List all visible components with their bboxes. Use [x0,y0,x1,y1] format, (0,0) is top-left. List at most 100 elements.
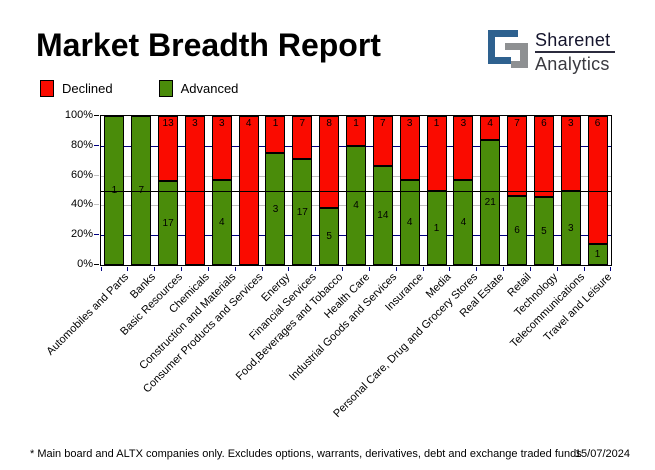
y-axis-label: 60% [70,168,93,181]
bar-value-label: 4 [406,217,413,228]
bar-value-label: 6 [594,118,601,129]
x-axis-tick [181,267,183,271]
bar-advanced-segment: 4 [399,180,420,265]
bar-declined-segment: 8 [319,116,340,208]
chart-plot-area: 171317334413717851471434113442176653361 [100,115,612,271]
bar-value-label: 1 [433,118,440,129]
x-axis-tick [127,267,129,271]
bar-advanced-segment: 14 [372,166,393,265]
bar-declined-segment: 1 [426,116,447,191]
bar-declined-segment: 7 [507,116,528,196]
x-axis-tick [154,267,156,271]
bar-declined-segment: 6 [587,116,608,244]
bar-advanced-segment: 17 [158,181,179,265]
bar-value-label: 3 [567,118,574,129]
bar-value-label: 4 [245,118,252,129]
bar-value-label: 5 [541,225,547,237]
bar-advanced-segment: 3 [560,191,581,265]
y-axis-label: 100% [64,109,93,121]
y-axis-tick [94,144,99,146]
x-axis-tick [422,267,424,271]
y-axis-label: 20% [70,228,93,241]
bar-value-label: 3 [567,222,574,234]
bar-declined-segment: 6 [533,116,554,197]
bar-value-label: 7 [380,118,386,129]
x-axis-tick [288,267,290,271]
bar-value-label: 5 [326,231,332,242]
y-axis-tick [94,204,99,206]
y-axis-tick [94,174,99,176]
bar-value-label: 3 [192,118,198,129]
bar-advanced-segment: 4 [211,180,232,265]
x-axis-tick [342,267,344,271]
x-axis-tick [368,267,370,271]
x-axis-tick [610,267,611,271]
bar-advanced-segment: 3 [265,153,286,265]
bar-declined-segment: 3 [211,116,232,180]
bar-advanced-segment: 1 [426,191,447,265]
bar-value-label: 6 [514,225,520,236]
bar-value-label: 7 [514,118,520,129]
advanced-swatch-icon [158,80,173,97]
bar-value-label: 4 [219,217,225,228]
x-axis-tick [101,267,102,271]
y-axis-tick [94,115,99,116]
bar-advanced-segment: 1 [587,244,608,265]
x-axis-tick [315,267,317,271]
bar-value-label: 3 [406,118,413,129]
bar-value-label: 1 [272,118,279,129]
page-title: Market Breadth Report [36,27,381,63]
bar-declined-segment: 1 [265,116,286,153]
bar-advanced-segment: 4 [453,180,474,265]
x-axis-tick [556,267,558,271]
x-axis-tick [583,267,585,271]
y-axis-tick [94,234,99,236]
logo-name: Sharenet [535,30,611,50]
y-axis-label: 0% [77,258,93,270]
bar-value-label: 13 [162,118,174,129]
category-label: Automobiles and Parts [44,271,131,358]
legend-label-declined: Declined [62,81,113,96]
bar-value-label: 1 [594,249,601,260]
x-axis-tick [234,267,236,271]
y-axis-tick [94,264,99,265]
bar-declined-segment: 7 [292,116,313,159]
x-axis-tick [261,267,263,271]
bar-declined-segment: 7 [372,116,393,166]
x-axis-tick [529,267,531,271]
bar-value-label: 21 [484,197,496,208]
bar-declined-segment: 3 [560,116,581,191]
bar: 4 21 [480,116,501,265]
bar-advanced-segment: 5 [533,197,554,265]
logo-divider [535,51,615,53]
sharenet-logo-icon [488,30,528,68]
bar-value-label: 3 [460,118,467,129]
bar-value-label: 14 [377,210,389,221]
logo: Sharenet Analytics [487,30,615,74]
bar-declined-segment: 1 [346,116,366,146]
bar-advanced-segment: 21 [480,140,501,265]
bar-value-label: 4 [460,217,467,228]
declined-swatch-icon [40,80,54,97]
y-axis-label: 80% [70,138,93,151]
y-axis-label: 40% [70,198,93,211]
legend-item-advanced: Advanced [158,80,239,97]
bar-advanced-segment: 4 [346,146,366,265]
bar-value-label: 4 [487,118,493,129]
bar-value-label: 3 [219,118,225,129]
bar-value-label: 8 [326,118,332,129]
legend: Declined Advanced [40,80,238,97]
footer-note: * Main board and ALTX companies only. Ex… [30,448,582,460]
bar-advanced-segment: 6 [507,196,528,265]
x-axis-tick [395,267,397,271]
legend-label-advanced: Advanced [180,81,239,96]
